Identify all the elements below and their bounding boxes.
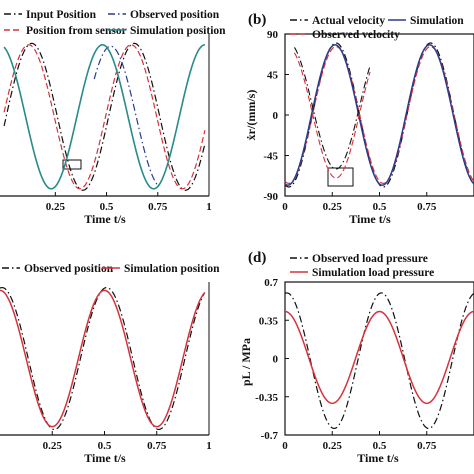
- y-tick-label-b: 0: [273, 110, 279, 122]
- x-tick-label-b: 0.75: [417, 201, 437, 213]
- panel-b-chart: (b) Time t/s ẋr/(mm/s) 0 0.25 0.5 0.75 90 45 0…: [244, 12, 474, 226]
- series-line-observed-load-pressure: [284, 292, 474, 430]
- y-axis-label-b: ẋr/(mm/s): [244, 90, 258, 141]
- y-tick-label-b: 45: [267, 70, 279, 82]
- x-tick-label-d: 0: [282, 440, 288, 452]
- legend-label-a: Position from sensor: [26, 25, 127, 37]
- legend-label-c: Observed position: [24, 263, 114, 275]
- series-line-actual-velocity-upper: [293, 47, 371, 170]
- series-line-observed-position: [0, 286, 206, 431]
- x-axis-label-b: Time t/s: [349, 212, 391, 226]
- y-tick-label-d: -0.35: [255, 392, 278, 404]
- zoom-box-a: [62, 159, 82, 170]
- x-tick-label-b: 0.5: [373, 201, 387, 213]
- legend-label-a: Observed position: [130, 9, 220, 21]
- x-tick-label-d: 0.75: [417, 440, 437, 452]
- y-tick-label-b: 90: [267, 29, 279, 41]
- panel-label-d: (d): [248, 250, 266, 266]
- x-tick-label-c: 0.5: [98, 440, 112, 452]
- x-tick-label-a: 0.25: [46, 201, 66, 213]
- x-tick-label-a: 0.75: [148, 201, 168, 213]
- x-tick-label-a: 1: [206, 201, 212, 213]
- y-tick-label-d: 0: [273, 354, 279, 366]
- legend-label-a: Input Position: [26, 9, 97, 21]
- x-axis-label-d: Time t/s: [357, 451, 399, 465]
- y-axis-label-d: pL / MPa: [239, 338, 253, 386]
- series-line-simulation-position: [0, 289, 206, 428]
- y-tick-label-b: -45: [263, 151, 278, 163]
- x-tick-label-c: 1: [206, 440, 212, 452]
- legend-label-d: Simulation load pressure: [312, 267, 434, 279]
- panel-c-chart: Time t/s 0.25 0.5 0.75 1 Observed position Si…: [0, 263, 220, 465]
- series-line-observed-position: [93, 45, 159, 186]
- legend-label-b: Actual velocity: [312, 15, 385, 27]
- legend-label-b: Simulation: [410, 15, 464, 27]
- series-line-input-position: [3, 42, 206, 191]
- x-axis-label-c: Time t/s: [84, 451, 126, 465]
- x-tick-label-d: 0.5: [373, 440, 387, 452]
- axes-frame-d: [284, 281, 474, 436]
- legend-label-d: Observed load pressure: [312, 253, 428, 265]
- x-tick-label-b: 0: [282, 201, 288, 213]
- y-tick-label-d: 0.35: [259, 315, 279, 327]
- x-tick-label-b: 0.25: [323, 201, 343, 213]
- panel-label-b: (b): [248, 12, 266, 28]
- legend-label-c: Simulation position: [124, 263, 220, 275]
- panel-a-chart: Time t/s 0.25 0.5 0.75 1 Input Position Posit…: [0, 9, 226, 226]
- x-tick-label-c: 0.25: [43, 440, 63, 452]
- zoom-box-b: [327, 167, 354, 187]
- panel-d-chart: (d) Time t/s pL / MPa 0 0.25 0.5 0.75 0.7 0.3…: [239, 250, 474, 465]
- x-tick-label-c: 0.75: [147, 440, 167, 452]
- x-axis-label-a: Time t/s: [84, 212, 126, 226]
- series-line-position-sensor: [3, 44, 206, 190]
- x-tick-label-a: 0.5: [100, 201, 114, 213]
- y-tick-label-b: -90: [263, 191, 278, 203]
- series-line-simulation-load-pressure: [284, 310, 474, 405]
- legend-label-a: Simulation position: [130, 25, 226, 37]
- legend-label-b: Observed velocity: [312, 29, 400, 41]
- series-line-simulation: [284, 44, 474, 186]
- y-tick-label-d: -0.7: [261, 430, 279, 442]
- series-line-simulation-position: [3, 44, 205, 190]
- y-tick-label-d: 0.7: [264, 277, 278, 289]
- series-line-observed-velocity-upper: [293, 52, 371, 179]
- x-tick-label-d: 0.25: [323, 440, 343, 452]
